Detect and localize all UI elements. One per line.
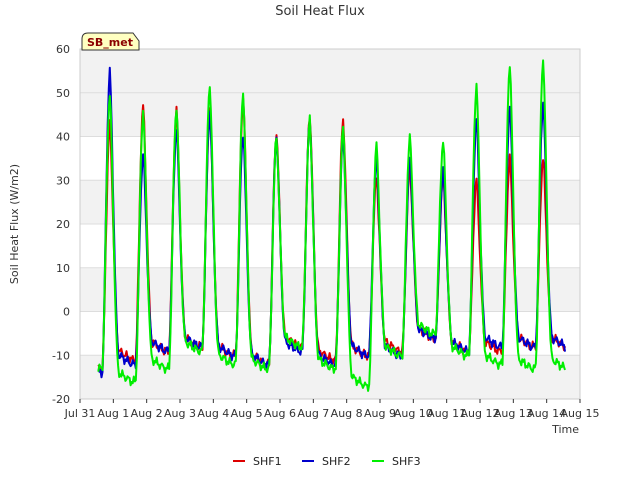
x-tick-label-11: Aug 11 (427, 407, 466, 420)
y-tick-label-60: 60 (56, 43, 70, 56)
badge-shape (81, 32, 140, 51)
x-tick-label-12: Aug 12 (461, 407, 500, 420)
background-band-4 (80, 49, 580, 93)
x-tick-label-7: Aug 7 (297, 407, 329, 420)
background-band-1 (80, 267, 580, 312)
x-tick-label-3: Aug 3 (164, 407, 196, 420)
y-tick-label-20: 20 (56, 218, 70, 231)
badge-label: SB_met (87, 36, 133, 49)
plot-frame (79, 48, 581, 400)
x-tick-label-15: Aug 15 (561, 407, 600, 420)
x-tick-label-1: Aug 1 (97, 407, 129, 420)
y-tick-label-10: 10 (56, 262, 70, 275)
series-line-shf2 (97, 66, 566, 379)
x-tick-label-13: Aug 13 (494, 407, 533, 420)
x-tick-label-5: Aug 5 (231, 407, 263, 420)
x-tick-label-0: Jul 31 (64, 407, 96, 420)
y-tick-label--10: -10 (52, 349, 70, 362)
x-axis-label: Time (551, 423, 579, 436)
y-tick-label-30: 30 (56, 174, 70, 187)
chart-title: Soil Heat Flux (275, 4, 365, 19)
background-band-3 (80, 92, 580, 137)
legend: SHF1 SHF2 SHF3 (233, 455, 421, 468)
x-tick-label-9: Aug 9 (364, 407, 396, 420)
station-badge: SB_met (81, 32, 140, 51)
y-tick-label-40: 40 (56, 131, 70, 144)
legend-label-shf3: SHF3 (392, 455, 421, 468)
series-lines (97, 59, 566, 392)
legend-label-shf2: SHF2 (322, 455, 351, 468)
x-tick-label-6: Aug 6 (264, 407, 296, 420)
x-tick-label-10: Aug 10 (394, 407, 433, 420)
y-tick-label-0: 0 (63, 306, 70, 319)
series-line-shf3 (97, 59, 566, 392)
y-tick-label--20: -20 (52, 393, 70, 406)
legend-label-shf1: SHF1 (253, 455, 282, 468)
x-tick-label-2: Aug 2 (131, 407, 163, 420)
x-tick-label-14: Aug 14 (527, 407, 566, 420)
y-axis-label: Soil Heat Flux (W/m2) (8, 164, 21, 284)
x-tick-label-8: Aug 8 (331, 407, 363, 420)
y-tick-label-50: 50 (56, 87, 70, 100)
y-axis-ticks: -20 -10 0 10 20 30 40 50 60 (52, 43, 70, 406)
x-tick-label-4: Aug 4 (197, 407, 229, 420)
x-axis-ticks: Jul 31 Aug 1 Aug 2 Aug 3 Aug 4 Aug 5 Aug 6 Aug … (64, 399, 600, 420)
background-band-2 (80, 180, 580, 224)
